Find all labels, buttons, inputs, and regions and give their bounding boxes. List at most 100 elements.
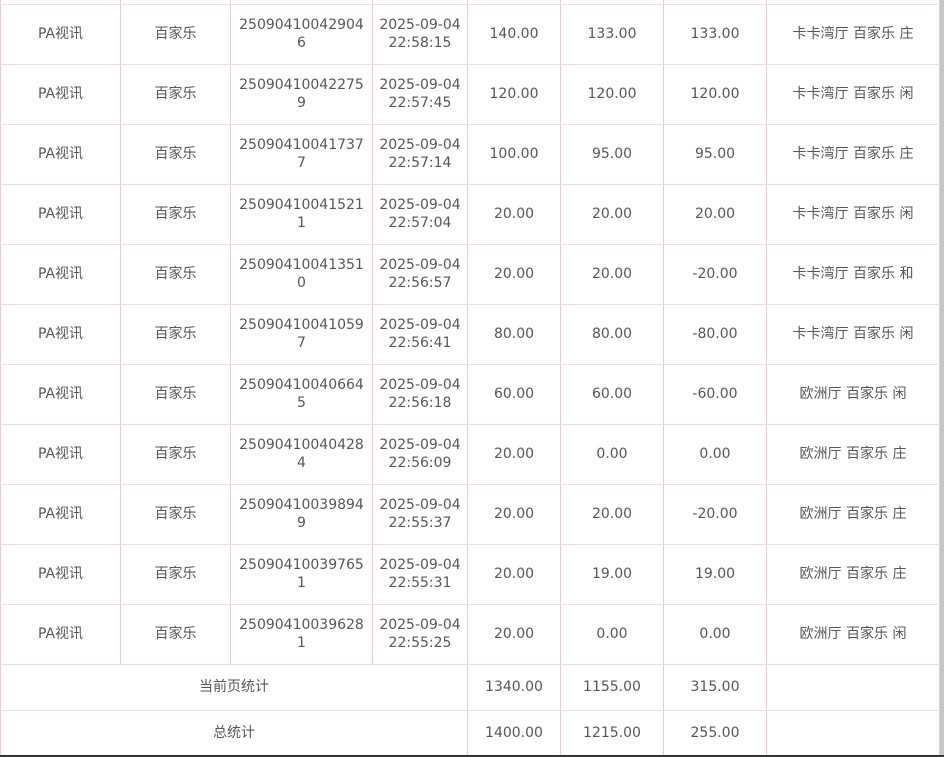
grand-summary-bet-total: 1400.00 [467,709,561,757]
cell-detail: 卡卡湾厅 百家乐 闲 [766,183,940,245]
cell-order-no: 250904100429046 [230,3,373,65]
grand-summary-winloss-total: 255.00 [663,709,767,757]
cell-winloss: 95.00 [663,123,767,185]
cell-detail: 卡卡湾厅 百家乐 和 [766,243,940,305]
cell-bet-amount: 20.00 [467,423,561,485]
cell-platform: PA视讯 [0,603,121,665]
page-summary-row: 当前页统计 1340.00 1155.00 315.00 [0,663,940,711]
cell-detail: 欧洲厅 百家乐 庄 [766,543,940,605]
cell-order-no: 250904100396281 [230,603,373,665]
cell-platform: PA视讯 [0,183,121,245]
page-summary-empty-cell [766,663,940,711]
cell-winloss: 19.00 [663,543,767,605]
cell-bet-amount: 140.00 [467,3,561,65]
cell-detail: 欧洲厅 百家乐 闲 [766,603,940,665]
table-row: PA视讯 百家乐 250904100404284 2025-09-04 22:5… [0,423,940,485]
table-row: PA视讯 百家乐 250904100429046 2025-09-04 22:5… [0,3,940,65]
cell-platform: PA视讯 [0,3,121,65]
cell-time: 2025-09-04 22:57:45 [372,63,468,125]
cell-winloss: -20.00 [663,243,767,305]
grand-summary-valid-bet-total: 1215.00 [560,709,664,757]
cell-bet-amount: 80.00 [467,303,561,365]
cell-game: 百家乐 [120,243,231,305]
cell-game: 百家乐 [120,363,231,425]
page-summary-label: 当前页统计 [0,663,468,711]
cell-detail: 卡卡湾厅 百家乐 闲 [766,63,940,125]
cell-time: 2025-09-04 22:55:37 [372,483,468,545]
page-summary-winloss-total: 315.00 [663,663,767,711]
table-row: PA视讯 百家乐 250904100398949 2025-09-04 22:5… [0,483,940,545]
table-row: PA视讯 百家乐 250904100397651 2025-09-04 22:5… [0,543,940,605]
cell-detail: 卡卡湾厅 百家乐 闲 [766,303,940,365]
cell-game: 百家乐 [120,423,231,485]
cell-time: 2025-09-04 22:57:04 [372,183,468,245]
cell-order-no: 250904100417377 [230,123,373,185]
cell-detail: 卡卡湾厅 百家乐 庄 [766,123,940,185]
cell-valid-bet: 0.00 [560,423,664,485]
table-row: PA视讯 百家乐 250904100396281 2025-09-04 22:5… [0,603,940,665]
table-row: PA视讯 百家乐 250904100417377 2025-09-04 22:5… [0,123,940,185]
table-row: PA视讯 百家乐 250904100415211 2025-09-04 22:5… [0,183,940,245]
cell-time: 2025-09-04 22:55:31 [372,543,468,605]
cell-order-no: 250904100415211 [230,183,373,245]
cell-time: 2025-09-04 22:56:18 [372,363,468,425]
table-row: PA视讯 百家乐 250904100413510 2025-09-04 22:5… [0,243,940,305]
cell-time: 2025-09-04 22:56:57 [372,243,468,305]
cell-game: 百家乐 [120,63,231,125]
cell-winloss: 133.00 [663,3,767,65]
cell-game: 百家乐 [120,3,231,65]
cell-bet-amount: 60.00 [467,363,561,425]
cell-valid-bet: 120.00 [560,63,664,125]
cell-game: 百家乐 [120,543,231,605]
cell-winloss: 0.00 [663,423,767,485]
cell-winloss: 120.00 [663,63,767,125]
cell-game: 百家乐 [120,183,231,245]
cell-time: 2025-09-04 22:57:14 [372,123,468,185]
cell-order-no: 250904100413510 [230,243,373,305]
cell-order-no: 250904100410597 [230,303,373,365]
cell-valid-bet: 0.00 [560,603,664,665]
table-row: PA视讯 百家乐 250904100422759 2025-09-04 22:5… [0,63,940,125]
grand-summary-label: 总统计 [0,709,468,757]
cell-detail: 卡卡湾厅 百家乐 庄 [766,3,940,65]
cell-bet-amount: 20.00 [467,543,561,605]
cell-game: 百家乐 [120,303,231,365]
grand-summary-row: 总统计 1400.00 1215.00 255.00 [0,709,940,757]
cell-order-no: 250904100406645 [230,363,373,425]
cell-game: 百家乐 [120,123,231,185]
cell-bet-amount: 120.00 [467,63,561,125]
table-row: PA视讯 百家乐 250904100406645 2025-09-04 22:5… [0,363,940,425]
cell-winloss: 0.00 [663,603,767,665]
cell-bet-amount: 20.00 [467,603,561,665]
cell-detail: 欧洲厅 百家乐 庄 [766,423,940,485]
vertical-scrollbar[interactable] [940,0,944,757]
cell-order-no: 250904100398949 [230,483,373,545]
cell-bet-amount: 100.00 [467,123,561,185]
cell-valid-bet: 20.00 [560,183,664,245]
page-summary-valid-bet-total: 1155.00 [560,663,664,711]
cell-platform: PA视讯 [0,243,121,305]
cell-order-no: 250904100422759 [230,63,373,125]
cell-winloss: -60.00 [663,363,767,425]
cell-platform: PA视讯 [0,543,121,605]
cell-order-no: 250904100397651 [230,543,373,605]
table-row: PA视讯 百家乐 250904100410597 2025-09-04 22:5… [0,303,940,365]
cell-bet-amount: 20.00 [467,243,561,305]
cell-platform: PA视讯 [0,483,121,545]
cell-bet-amount: 20.00 [467,483,561,545]
cell-time: 2025-09-04 22:56:09 [372,423,468,485]
cell-valid-bet: 20.00 [560,243,664,305]
cell-detail: 欧洲厅 百家乐 闲 [766,363,940,425]
cell-platform: PA视讯 [0,363,121,425]
cell-valid-bet: 80.00 [560,303,664,365]
cell-valid-bet: 19.00 [560,543,664,605]
grand-summary-empty-cell [766,709,940,757]
cell-game: 百家乐 [120,483,231,545]
cell-platform: PA视讯 [0,423,121,485]
cell-game: 百家乐 [120,603,231,665]
cell-platform: PA视讯 [0,303,121,365]
cell-detail: 欧洲厅 百家乐 庄 [766,483,940,545]
cell-winloss: -20.00 [663,483,767,545]
